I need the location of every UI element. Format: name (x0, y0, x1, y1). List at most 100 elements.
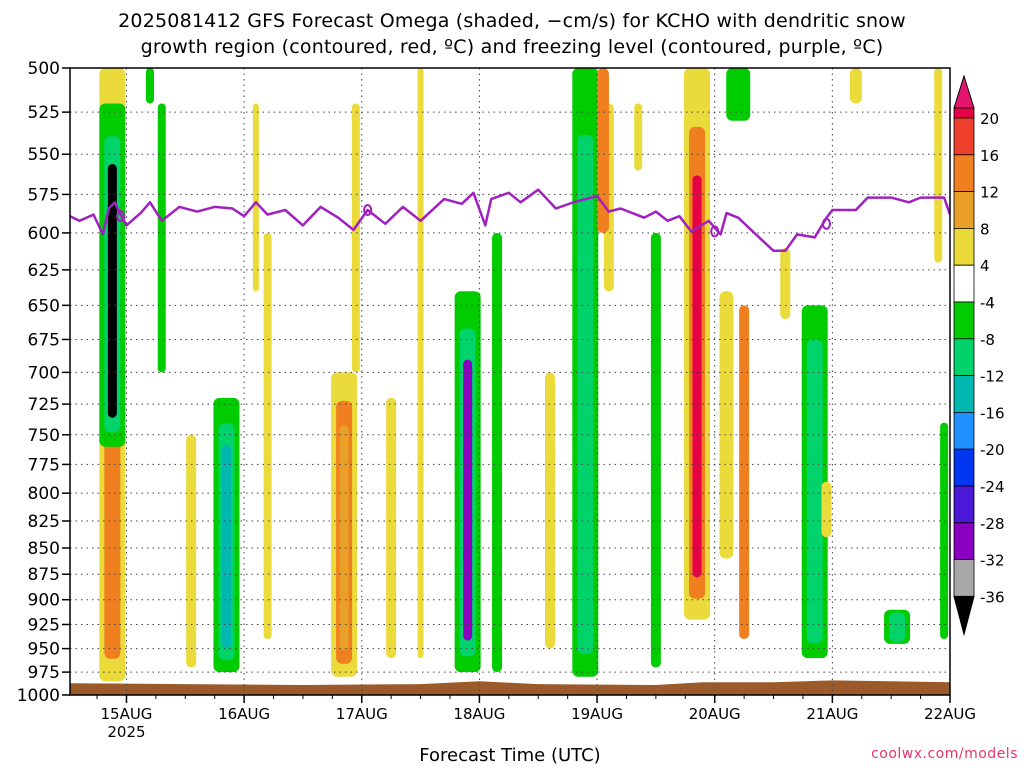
surface-terrain (70, 680, 950, 695)
freezing-level-label-loop (710, 225, 720, 238)
y-tick-label: 925 (28, 615, 60, 635)
colorbar-segment (953, 191, 975, 229)
colorbar-tick-label: 4 (980, 257, 990, 275)
omega-band (263, 232, 272, 640)
colorbar-bottom-arrow (953, 595, 975, 637)
freezing-level-contour (70, 188, 950, 253)
colorbar-segment (953, 227, 975, 266)
x-tick-label: 20AUG (689, 705, 741, 723)
colorbar-segment (953, 154, 975, 193)
terrain-fill (70, 680, 950, 695)
x-tick-label: 18AUG (453, 705, 505, 723)
omega-band (719, 291, 734, 559)
y-tick-label: 950 (28, 640, 60, 660)
colorbar-tick-label: -24 (980, 478, 1005, 496)
y-tick-label: 975 (28, 663, 60, 683)
omega-band (739, 305, 750, 640)
omega-band (417, 68, 424, 659)
omega-band (146, 68, 154, 104)
omega-band (634, 103, 643, 171)
y-tick-label: 500 (28, 59, 60, 79)
x-tick-label: 19AUG (571, 705, 623, 723)
y-tick-label: 675 (28, 330, 60, 350)
colorbar-tick-label: -32 (980, 552, 1005, 570)
y-tick-label: 725 (28, 395, 60, 415)
colorbar-segment (953, 411, 975, 450)
colorbar-tick-label: -12 (980, 368, 1005, 386)
omega-band (186, 434, 197, 668)
omega-feature-core (810, 367, 820, 629)
x-tick-label: 17AUG (336, 705, 388, 723)
y-tick-label: 650 (28, 296, 60, 316)
y-tick-label: 775 (28, 455, 60, 475)
colorbar-segment (953, 375, 975, 413)
omega-shading (99, 68, 949, 682)
chart-title-line2: growth region (contoured, red, ºC) and f… (140, 36, 884, 58)
x-year-label: 2025 (107, 723, 145, 741)
y-tick-label: 875 (28, 565, 60, 585)
x-tick-label: 15AUG (100, 705, 152, 723)
x-tick-label: 22AUG (924, 705, 976, 723)
y-tick-label: 700 (28, 363, 60, 383)
colorbar-tick-label: -20 (980, 441, 1005, 459)
omega-feature-core (463, 359, 473, 641)
colorbar-segment (953, 301, 975, 340)
omega-feature-core (339, 425, 349, 651)
colorbar-segment (953, 448, 975, 487)
omega-feature-core (221, 444, 231, 649)
omega-band (596, 68, 609, 233)
y-tick-label: 1000 (17, 686, 60, 706)
colorbar-tick-label: -16 (980, 404, 1005, 422)
colorbar-tick-label: 12 (980, 184, 999, 202)
omega-band (821, 481, 832, 538)
chart-title-line1: 2025081412 GFS Forecast Omega (shaded, −… (118, 10, 906, 32)
colorbar-tick-label: -8 (980, 331, 995, 349)
y-axis: 500 525 550 575 600 625 650 675 700 725 750 775 800 8… (17, 59, 70, 706)
watermark-link[interactable]: coolwx.com/models (871, 746, 1018, 762)
colorbar-segment (953, 522, 975, 560)
colorbar-segment (953, 107, 975, 119)
x-axis: 15AUG 16AUG 17AUG 18AUG 19AUG 20AUG 21AUG 22AUG… (96, 695, 976, 741)
freezing-level-label-loop (116, 210, 126, 223)
omega-band (849, 68, 862, 104)
omega-band (780, 247, 791, 320)
colorbar-tick-label: 8 (980, 220, 990, 238)
freezing-level-line (70, 188, 950, 253)
colorbar-top-arrow (953, 74, 975, 109)
chart-title: 2025081412 GFS Forecast Omega (shaded, −… (0, 8, 1024, 60)
x-axis-title: Forecast Time (UTC) (419, 745, 601, 766)
y-tick-label: 850 (28, 539, 60, 559)
colorbar-tick-label: -4 (980, 294, 995, 312)
y-tick-label: 750 (28, 426, 60, 446)
omega-band (934, 68, 943, 263)
omega-feature-core (692, 175, 702, 578)
colorbar-segment (953, 559, 975, 597)
x-tick-label: 21AUG (806, 705, 858, 723)
y-tick-label: 900 (28, 591, 60, 611)
colorbar-tick-label: 20 (980, 110, 999, 128)
omega-feature-core (107, 164, 117, 418)
omega-band (252, 103, 259, 292)
freezing-level-label-loop (363, 204, 373, 217)
colorbar-segment (953, 117, 975, 156)
colorbar-tick-label: -28 (980, 515, 1005, 533)
omega-band (726, 68, 751, 121)
y-tick-label: 625 (28, 261, 60, 281)
omega-band (351, 103, 360, 373)
colorbar-tick-label: -36 (980, 588, 1005, 606)
colorbar-segment (953, 264, 975, 303)
omega-band (940, 422, 949, 640)
x-tick-label: 16AUG (218, 705, 270, 723)
plot-frame (69, 67, 951, 696)
omega-feature-core (892, 614, 902, 641)
omega-feature-core (580, 189, 590, 632)
freezing-level-label-loop (821, 217, 831, 230)
y-tick-label: 800 (28, 484, 60, 504)
colorbar-tick-label: 16 (980, 147, 999, 165)
y-tick-label: 825 (28, 512, 60, 532)
omega-band (157, 103, 166, 373)
omega-band (545, 372, 555, 649)
omega-band (492, 232, 503, 673)
omega-band (386, 397, 397, 659)
